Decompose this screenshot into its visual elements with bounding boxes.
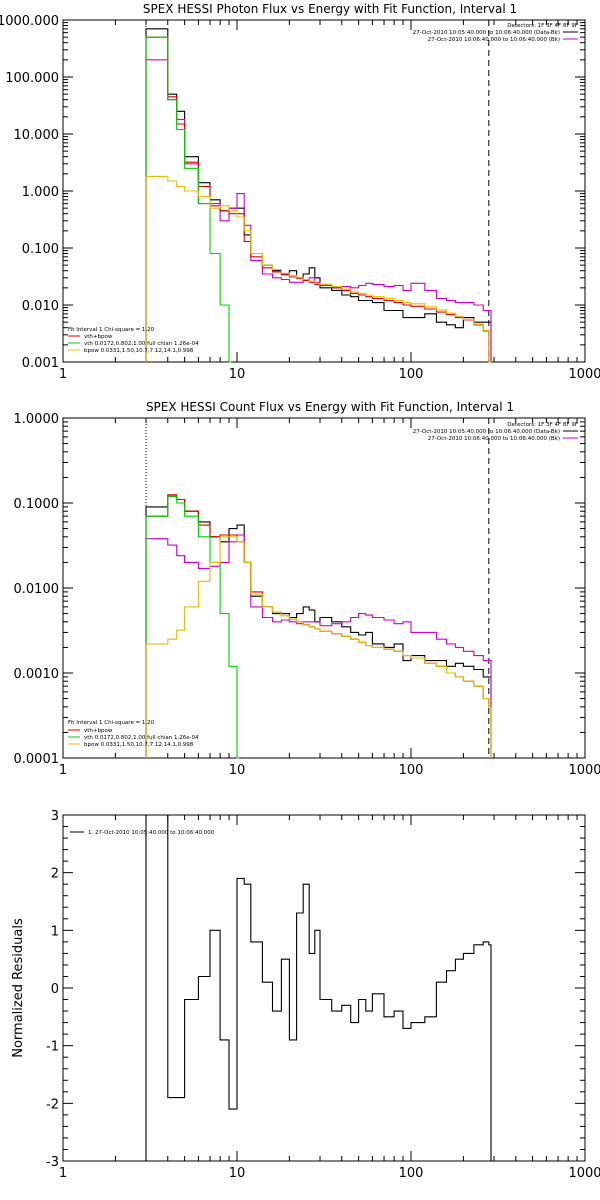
fit-legend: Fit Interval 1 Chi-square = 1.20 vth+bpo… xyxy=(68,720,199,748)
x-tick-label: 10 xyxy=(229,1166,246,1181)
series-total-fit xyxy=(145,36,491,363)
tick-labels: 1 10 100 1000 0.0001 0.0010 0.0100 0.1000 1.0000 xyxy=(14,412,600,778)
y-tick-label: 0.0010 xyxy=(14,667,60,682)
series-thermal xyxy=(145,36,232,363)
fit-legend-header: Fit Interval 1 Chi-square = 1.20 xyxy=(68,720,155,726)
y-tick-label: 2 xyxy=(51,867,59,882)
y-tick-label: 0.1000 xyxy=(14,497,60,512)
info-bk-interval: 27-Oct-2010 10:06:40.000 to 10:06:40.000… xyxy=(428,37,560,43)
x-tick-label: 10 xyxy=(229,367,246,382)
x-tick-label: 1 xyxy=(59,763,67,778)
y-tick-label: 0.001 xyxy=(22,356,59,371)
series-broken-power xyxy=(145,536,492,758)
residuals-panel: Normalized Residuals 1 10 100 1000 -3 -2 -1 0 1 2… xyxy=(11,809,600,1181)
x-tick-label: 100 xyxy=(399,763,424,778)
y-tick-label: 0.0001 xyxy=(14,752,60,767)
fit-legend-item-thermal: vth 0.0172,0.802,1.00 full chian 1.26e-0… xyxy=(84,341,199,347)
axis-ticks xyxy=(62,814,585,1162)
plot-frame xyxy=(62,417,586,759)
info-data-interval: 27-Oct-2010 10:05:40.000 to 10:06:40.000… xyxy=(413,429,560,435)
count-flux-panel: SPEX HESSI Count Flux vs Energy with Fit… xyxy=(14,400,600,778)
fit-legend-item-total: vth+bpow xyxy=(84,728,113,734)
info-data-interval: 27-Oct-2010 10:05:40.000 to 10:06:40.000… xyxy=(413,30,560,36)
series-broken-power xyxy=(145,175,491,363)
y-tick-label: -1 xyxy=(46,1040,59,1055)
series-residuals xyxy=(145,814,492,1161)
series-lines xyxy=(145,814,492,1161)
chart-title: SPEX HESSI Count Flux vs Energy with Fit… xyxy=(146,400,514,414)
y-tick-label: 1.0000 xyxy=(14,412,60,427)
fit-legend-item-bpow: bpow 0.0331,1.50,10.7,7.12,14.1,0.998 xyxy=(84,742,194,748)
photon-flux-panel: SPEX HESSI Photon Flux vs Energy with Fi… xyxy=(0,2,600,382)
y-tick-label: 100.000 xyxy=(5,71,59,86)
y-tick-label: 10.000 xyxy=(14,128,60,143)
fit-legend-item-total: vth+bpow xyxy=(84,334,113,340)
info-detectors: Detectors: 1F 3F 4F 8F 9F xyxy=(507,23,578,29)
x-tick-label: 1 xyxy=(59,367,67,382)
chart-title: SPEX HESSI Photon Flux vs Energy with Fi… xyxy=(143,2,517,16)
y-tick-label: -2 xyxy=(46,1097,59,1112)
series-background xyxy=(145,59,492,362)
fit-legend: Fit Interval 1 Chi-square = 1.20 vth+bpo… xyxy=(68,327,199,354)
residual-legend: 1. 27-Oct-2010 10:05:40.000 to 10:06:40.… xyxy=(70,830,215,836)
y-tick-label: 1.000 xyxy=(22,185,59,200)
y-tick-label: 3 xyxy=(51,809,59,824)
fit-legend-item-thermal: vth 0.0172,0.802,1.00 full chian 1.26e-0… xyxy=(84,735,199,741)
axis-ticks xyxy=(62,20,585,363)
x-tick-label: 1000 xyxy=(568,1166,600,1181)
series-lines xyxy=(145,418,492,759)
info-box: Detectors: 1F 3F 4F 8F 9F 27-Oct-2010 10… xyxy=(413,422,578,442)
fit-legend-header: Fit Interval 1 Chi-square = 1.20 xyxy=(68,327,155,333)
x-tick-label: 1000 xyxy=(568,367,600,382)
info-detectors: Detectors: 1F 3F 4F 8F 9F xyxy=(507,422,578,428)
x-tick-label: 100 xyxy=(399,367,424,382)
series-data xyxy=(145,495,492,758)
fit-legend-item-bpow: bpow 0.0331,1.50,10.7,7.12,14.1,0.998 xyxy=(84,348,194,354)
series-total-fit xyxy=(145,494,492,758)
series-thermal xyxy=(145,495,240,759)
series-lines xyxy=(145,20,492,363)
y-tick-label: 1000.000 xyxy=(0,14,59,29)
y-tick-label: 0.010 xyxy=(22,299,59,314)
y-tick-label: 0.0100 xyxy=(14,582,60,597)
y-tick-label: 0.100 xyxy=(22,242,59,257)
series-background xyxy=(145,534,492,758)
y-tick-label: -3 xyxy=(46,1155,59,1170)
x-tick-label: 1 xyxy=(59,1166,67,1181)
info-box: Detectors: 1F 3F 4F 8F 9F 27-Oct-2010 10… xyxy=(413,23,578,43)
plot-frame xyxy=(62,814,586,1162)
info-bk-interval: 27-Oct-2010 10:06:40.000 to 10:06:40.000… xyxy=(428,436,560,442)
y-tick-label: 1 xyxy=(51,924,59,939)
tick-labels: 1 10 100 1000 0.001 0.010 0.100 1.000 10.000 100.… xyxy=(0,14,600,382)
y-tick-label: 0 xyxy=(51,982,59,997)
y-axis-label: Normalized Residuals xyxy=(11,918,26,1058)
tick-labels: 1 10 100 1000 -3 -2 -1 0 1 2 3 xyxy=(46,809,600,1181)
x-tick-label: 10 xyxy=(229,763,246,778)
plot-frame xyxy=(62,19,586,363)
x-tick-label: 1000 xyxy=(568,763,600,778)
axis-ticks xyxy=(62,418,585,759)
x-tick-label: 100 xyxy=(399,1166,424,1181)
residual-legend-label: 1. 27-Oct-2010 10:05:40.000 to 10:06:40.… xyxy=(88,830,215,836)
